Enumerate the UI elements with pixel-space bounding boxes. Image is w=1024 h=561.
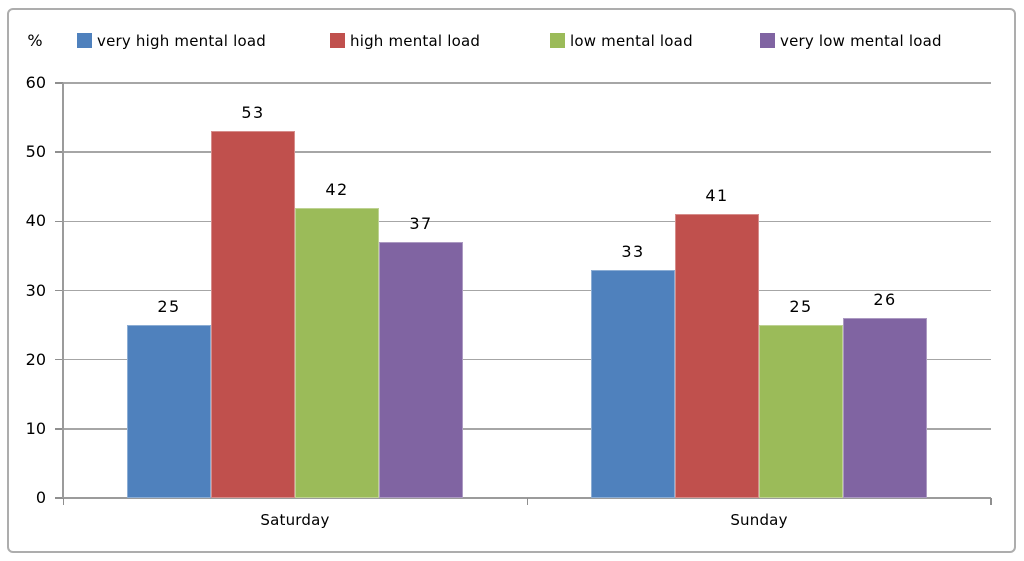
bar-value-label: 26 <box>873 290 897 310</box>
legend-swatch-icon <box>330 33 345 48</box>
bar-sunday-low-mental-load <box>759 325 843 498</box>
y-axis-tick-label: 0 <box>35 488 46 507</box>
legend-item-label: low mental load <box>570 32 693 50</box>
bar-saturday-low-mental-load <box>295 207 379 498</box>
gridline <box>63 151 991 153</box>
y-axis-tick <box>55 82 63 84</box>
y-axis-tick <box>55 428 63 430</box>
x-axis-tick <box>62 498 64 505</box>
legend-item-label: very low mental load <box>780 32 942 50</box>
x-axis-tick <box>526 498 528 505</box>
gridline <box>63 220 991 223</box>
bar-value-label: 41 <box>705 186 729 206</box>
legend-item-high-mental-load: high mental load <box>330 31 480 51</box>
bar-sunday-high-mental-load <box>675 214 759 498</box>
bar-sunday-very-high-mental-load <box>591 269 675 498</box>
x-axis-category-label: Sunday <box>730 511 788 529</box>
bar-saturday-very-high-mental-load <box>127 325 211 498</box>
legend: very high mental load high mental load low… <box>0 31 1024 53</box>
legend-swatch-icon <box>77 33 92 48</box>
legend-item-very-low-mental-load: very low mental load <box>760 31 942 51</box>
y-axis-tick <box>55 289 63 292</box>
y-axis-tick-label: 50 <box>25 142 46 162</box>
y-axis-tick-label: 40 <box>25 211 46 231</box>
y-axis-tick <box>55 497 63 499</box>
bar-sunday-very-low-mental-load <box>843 318 927 498</box>
bar-value-label: 33 <box>621 241 645 261</box>
y-axis-tick-label: 30 <box>25 280 46 300</box>
bar-value-label: 53 <box>241 103 265 123</box>
y-axis-line <box>62 83 64 498</box>
bar-saturday-very-low-mental-load <box>379 242 463 498</box>
x-axis-category-label: Saturday <box>260 511 330 529</box>
legend-item-label: very high mental load <box>97 32 267 50</box>
gridline <box>63 428 991 430</box>
y-axis-title: % <box>27 31 43 50</box>
x-axis-tick <box>990 498 992 505</box>
gridline <box>63 289 991 292</box>
bar-value-label: 25 <box>157 297 181 317</box>
legend-item-very-high-mental-load: very high mental load <box>77 31 266 51</box>
gridline <box>63 82 991 84</box>
legend-swatch-icon <box>550 33 565 48</box>
y-axis-tick <box>55 151 63 153</box>
legend-swatch-icon <box>760 33 775 48</box>
bar-value-label: 37 <box>409 214 433 234</box>
y-axis-tick <box>55 358 63 361</box>
bar-saturday-high-mental-load <box>211 131 295 498</box>
y-axis-tick-label: 20 <box>25 349 46 369</box>
legend-item-low-mental-load: low mental load <box>550 31 693 51</box>
y-axis-tick-label: 10 <box>25 418 46 438</box>
bar-value-label: 42 <box>325 179 349 199</box>
legend-item-label: high mental load <box>350 32 481 50</box>
y-axis-tick <box>55 220 63 223</box>
gridline <box>63 358 991 361</box>
bar-value-label: 25 <box>789 297 813 317</box>
y-axis-tick-label: 60 <box>25 73 46 92</box>
